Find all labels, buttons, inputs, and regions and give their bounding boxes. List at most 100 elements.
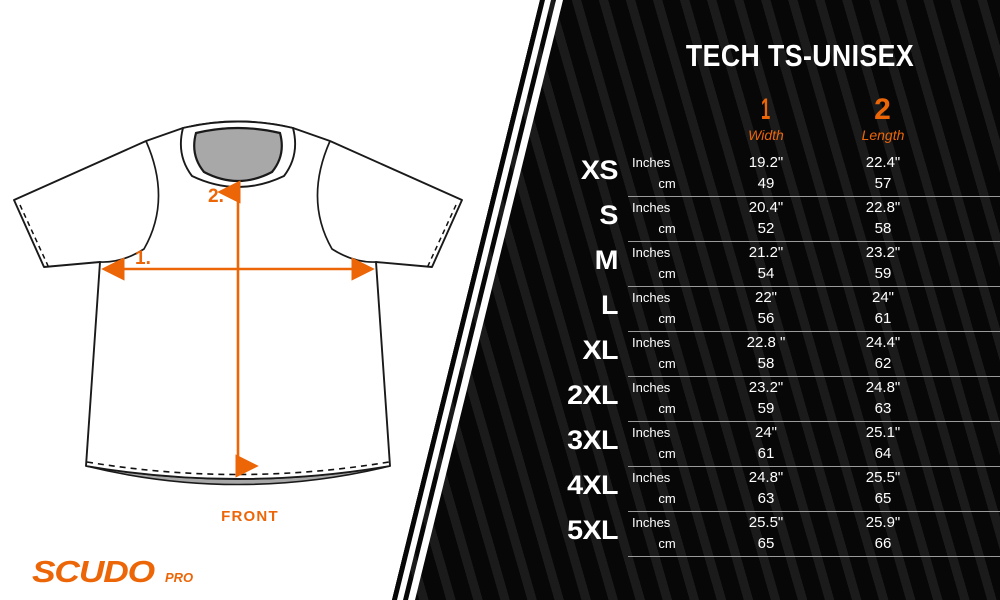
column-header-length: 2 Length (823, 93, 943, 144)
size-label: XL (582, 335, 618, 365)
length-values-cell: 24.4" 62 (823, 332, 943, 374)
table-row: 2XL Inches cm 23.2" 59 24.8" 63 (540, 377, 1000, 422)
unit-cm-label: cm (658, 446, 676, 461)
column-label-width: Width (748, 127, 784, 143)
length-values-cell: 24.8" 63 (823, 377, 943, 419)
length-cm-value: 64 (874, 445, 892, 462)
size-label: XS (580, 155, 619, 185)
unit-column: Inches cm (628, 152, 706, 194)
length-cm-value: 66 (874, 535, 892, 552)
page-title: TECH TS-UNISEX (685, 38, 915, 73)
logo-wordmark: SCUDO (32, 554, 155, 589)
unit-cm-label: cm (658, 491, 676, 506)
column-label-length: Length (861, 127, 905, 143)
unit-inches-label: Inches (632, 380, 671, 395)
unit-inches-label: Inches (632, 470, 671, 485)
table-row: M Inches cm 21.2" 54 23.2" 59 (540, 242, 1000, 287)
unit-column: Inches cm (628, 377, 706, 419)
width-cm-value: 65 (757, 535, 775, 552)
size-label: L (601, 290, 618, 320)
unit-column: Inches cm (628, 467, 706, 509)
length-values-cell: 22.4" 57 (823, 152, 943, 194)
row-separator (628, 286, 1000, 287)
table-row: XS Inches cm 19.2" 49 22.4" 57 (540, 152, 1000, 197)
size-label: S (599, 200, 618, 230)
width-values-cell: 23.2" 59 (706, 377, 826, 419)
width-cm-value: 52 (757, 220, 775, 237)
width-values-cell: 21.2" 54 (706, 242, 826, 284)
unit-inches-label: Inches (632, 515, 671, 530)
unit-cm-label: cm (658, 536, 676, 551)
unit-cm-label: cm (658, 356, 676, 371)
width-inches-value: 19.2" (748, 154, 784, 171)
unit-inches-label: Inches (632, 290, 671, 305)
unit-column: Inches cm (628, 242, 706, 284)
width-values-cell: 22.8 " 58 (706, 332, 826, 374)
length-cm-value: 62 (874, 355, 892, 372)
width-measure-label: 1. (135, 248, 151, 269)
length-cm-value: 61 (874, 310, 892, 327)
width-cm-value: 56 (757, 310, 775, 327)
width-inches-value: 21.2" (748, 244, 784, 261)
unit-cm-label: cm (658, 401, 676, 416)
unit-column: Inches cm (628, 197, 706, 239)
table-row: XL Inches cm 22.8 " 58 24.4" 62 (540, 332, 1000, 377)
sleeve-hem-stitch-left (19, 204, 50, 269)
row-separator (628, 511, 1000, 512)
column-header-width: 1 Width (706, 93, 826, 144)
width-cm-value: 49 (757, 175, 775, 192)
unit-cm-label: cm (658, 176, 676, 191)
length-inches-value: 24.4" (865, 334, 901, 351)
length-cm-value: 57 (874, 175, 892, 192)
row-separator (628, 376, 1000, 377)
width-cm-value: 58 (757, 355, 775, 372)
unit-inches-label: Inches (632, 335, 671, 350)
length-measure-label: 2. (208, 186, 224, 207)
length-values-cell: 22.8" 58 (823, 197, 943, 239)
length-inches-value: 25.5" (865, 469, 901, 486)
table-row: 3XL Inches cm 24" 61 25.1" 64 (540, 422, 1000, 467)
width-inches-value: 22.8 " (746, 334, 786, 351)
width-inches-value: 25.5" (748, 514, 784, 531)
row-separator (628, 331, 1000, 332)
row-separator (628, 466, 1000, 467)
shirt-neck-opening (193, 126, 283, 182)
column-number-2: 2 (874, 93, 892, 126)
width-inches-value: 24" (754, 424, 777, 441)
row-separator (628, 241, 1000, 242)
width-cm-value: 63 (757, 490, 775, 507)
width-inches-value: 22" (754, 289, 777, 306)
tshirt-diagram (13, 120, 463, 486)
width-values-cell: 24.8" 63 (706, 467, 826, 509)
sleeve-hem-stitch-right (426, 204, 457, 269)
width-values-cell: 20.4" 52 (706, 197, 826, 239)
unit-inches-label: Inches (632, 425, 671, 440)
table-row: L Inches cm 22" 56 24" 61 (540, 287, 1000, 332)
size-label: 3XL (567, 425, 618, 455)
unit-column: Inches cm (628, 332, 706, 374)
column-number-1: 1 (761, 93, 771, 126)
table-row: 4XL Inches cm 24.8" 63 25.5" 65 (540, 467, 1000, 512)
unit-inches-label: Inches (632, 155, 671, 170)
width-cm-value: 61 (757, 445, 775, 462)
width-values-cell: 25.5" 65 (706, 512, 826, 554)
length-cm-value: 65 (874, 490, 892, 507)
row-separator (628, 421, 1000, 422)
length-values-cell: 24" 61 (823, 287, 943, 329)
length-inches-value: 25.9" (865, 514, 901, 531)
unit-cm-label: cm (658, 266, 676, 281)
length-inches-value: 23.2" (865, 244, 901, 261)
length-inches-value: 25.1" (865, 424, 901, 441)
unit-cm-label: cm (658, 311, 676, 326)
size-table: XS Inches cm 19.2" 49 22.4" 57 S Inches cm 20.4" 52… (540, 152, 1000, 557)
unit-column: Inches cm (628, 512, 706, 554)
length-values-cell: 25.9" 66 (823, 512, 943, 554)
unit-cm-label: cm (658, 221, 676, 236)
front-view-label: FRONT (221, 508, 279, 525)
width-cm-value: 59 (757, 400, 775, 417)
length-inches-value: 24" (871, 289, 894, 306)
table-row: 5XL Inches cm 25.5" 65 25.9" 66 (540, 512, 1000, 557)
unit-inches-label: Inches (632, 245, 671, 260)
width-inches-value: 24.8" (748, 469, 784, 486)
unit-column: Inches cm (628, 287, 706, 329)
